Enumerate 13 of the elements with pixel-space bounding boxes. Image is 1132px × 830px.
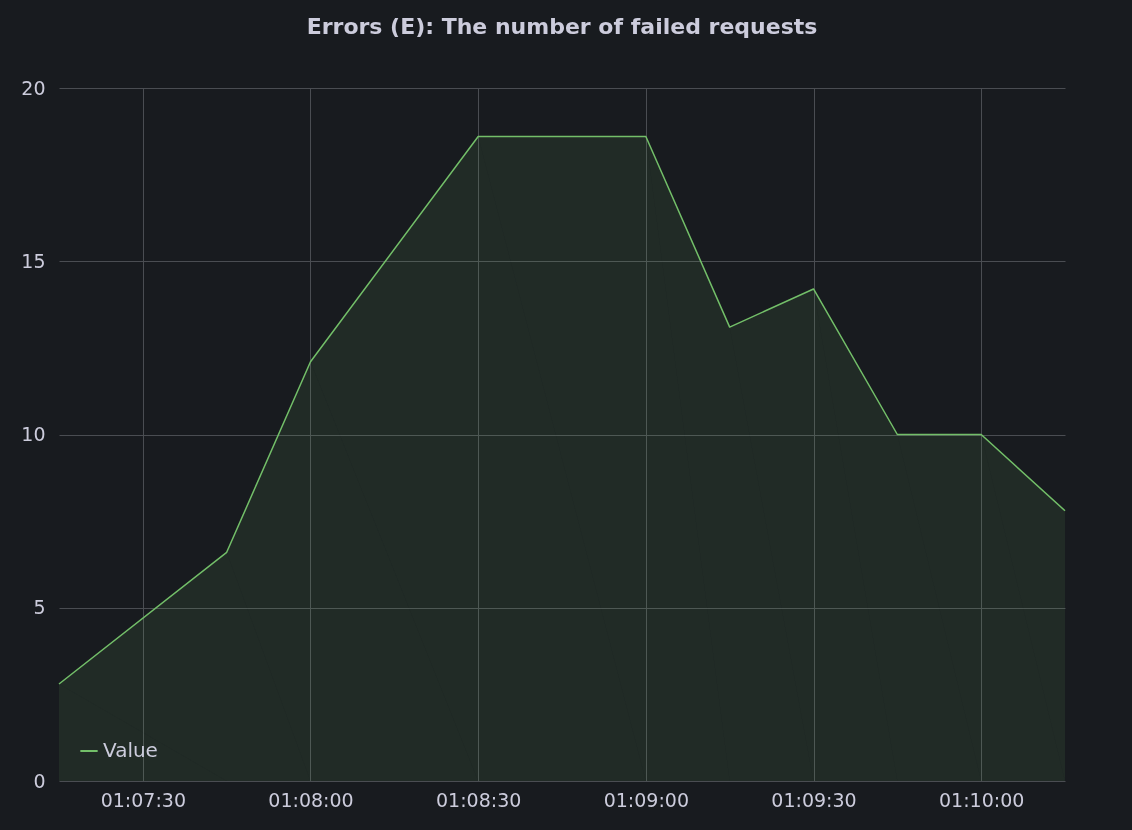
chart-title: Errors (E): The number of failed requests — [306, 14, 818, 39]
x-tick-label: 01:08:30 — [436, 788, 522, 811]
y-tick-label: 20 — [21, 76, 46, 99]
x-tick-label: 01:09:00 — [603, 788, 690, 811]
x-tick-label: 01:07:30 — [100, 788, 187, 811]
x-tick-label: 01:10:00 — [939, 788, 1025, 811]
y-tick-label: 15 — [21, 249, 46, 272]
y-tick-label: 5 — [33, 596, 46, 619]
y-tick-label: 0 — [33, 769, 46, 792]
x-tick-label: 01:08:00 — [268, 788, 354, 811]
y-tick-label: 10 — [21, 423, 46, 445]
x-tick-label: 01:09:30 — [771, 788, 857, 811]
legend-label: Value — [103, 738, 158, 762]
